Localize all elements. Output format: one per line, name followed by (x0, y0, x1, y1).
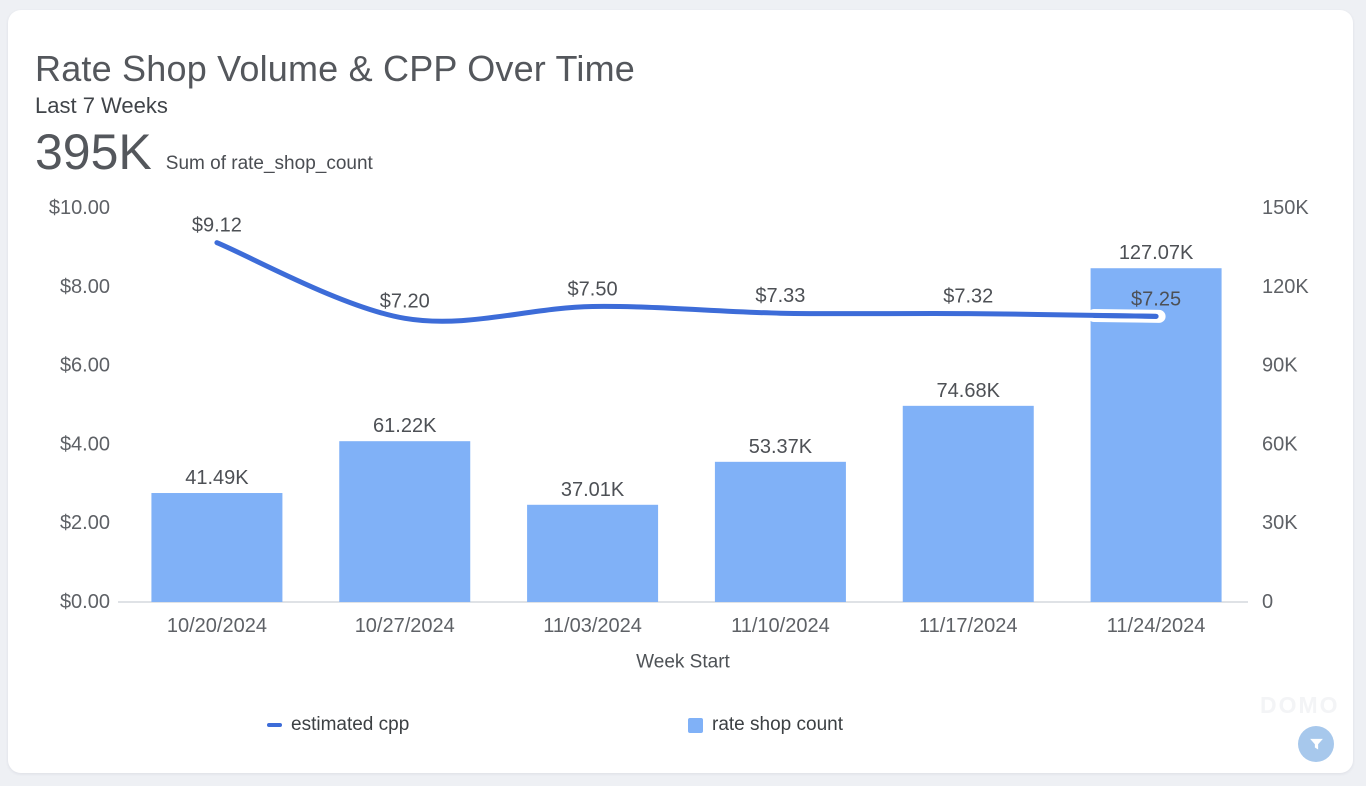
summary-value: 395K (35, 124, 152, 180)
x-axis-tick: 11/24/2024 (1107, 615, 1206, 637)
left-axis-tick: $2.00 (60, 512, 110, 534)
bar-11/03/2024[interactable] (527, 504, 659, 602)
bar-value-label: 74.68K (937, 380, 1001, 402)
right-axis-tick: 90K (1262, 355, 1298, 377)
right-axis-tick: 30K (1262, 512, 1298, 534)
bar-value-label: 37.01K (561, 479, 625, 501)
legend-label-estimated-cpp: estimated cpp (291, 714, 410, 735)
left-axis-tick: $10.00 (49, 197, 110, 219)
x-axis-tick: 11/17/2024 (919, 615, 1018, 637)
summary-label: Sum of rate_shop_count (165, 153, 373, 174)
combo-chart: $0.00 $2.00 $4.00 $6.00 $8.00 $10.00 0 30K 60K 90… (49, 197, 1310, 673)
right-axis-tick: 150K (1262, 197, 1309, 219)
right-axis-tick: 120K (1262, 276, 1309, 298)
page-title: Rate Shop Volume & CPP Over Time (35, 48, 636, 89)
x-axis-tick: 10/27/2024 (355, 615, 455, 637)
filter-button[interactable] (1298, 726, 1334, 762)
cpp-value-label: $7.50 (568, 279, 618, 301)
cpp-value-label: $7.33 (755, 285, 805, 307)
bar-10/27/2024[interactable] (339, 441, 471, 602)
cpp-value-label: $7.32 (943, 286, 993, 308)
x-axis-tick: 10/20/2024 (167, 615, 267, 637)
cpp-value-label: $7.25 (1131, 288, 1181, 310)
bar-value-label: 127.07K (1119, 242, 1194, 264)
bar-11/24/2024[interactable] (1090, 268, 1222, 602)
right-axis-tick: 0 (1262, 591, 1273, 613)
left-axis-tick: $6.00 (60, 355, 110, 377)
cpp-line-endpoint[interactable] (1091, 312, 1159, 319)
legend-item-rate-shop-count[interactable]: rate shop count (688, 714, 843, 736)
legend-label-rate-shop-count: rate shop count (712, 714, 843, 735)
left-axis-tick: $0.00 (60, 591, 110, 613)
cpp-line[interactable] (214, 240, 1159, 324)
summary: 395K Sum of rate_shop_count (35, 126, 373, 179)
x-axis-title: Week Start (636, 652, 730, 673)
x-axis-tick: 11/10/2024 (731, 615, 830, 637)
right-axis-tick: 60K (1262, 433, 1298, 455)
bar-value-label: 41.49K (185, 467, 249, 489)
bar-11/10/2024[interactable] (714, 461, 846, 602)
chart-card: Rate Shop Volume & CPP Over Time Last 7 … (8, 10, 1353, 773)
bar-value-label: 61.22K (373, 415, 437, 437)
bar-series-marker (688, 717, 703, 733)
domo-watermark: DOMO (1260, 692, 1340, 718)
left-axis-tick: $4.00 (60, 433, 110, 455)
cpp-value-label: $9.12 (192, 215, 242, 237)
cpp-value-label: $7.20 (380, 290, 430, 312)
bar-value-label: 53.37K (749, 436, 813, 458)
bar-10/20/2024[interactable] (151, 493, 283, 602)
funnel-icon (1309, 738, 1323, 749)
legend-item-estimated-cpp[interactable]: estimated cpp (267, 714, 409, 736)
x-axis-tick: 11/03/2024 (543, 615, 642, 637)
chart-subtitle: Last 7 Weeks (35, 93, 168, 118)
line-series-marker (267, 722, 282, 728)
left-axis-tick: $8.00 (60, 276, 110, 298)
bar-11/17/2024[interactable] (902, 405, 1034, 602)
